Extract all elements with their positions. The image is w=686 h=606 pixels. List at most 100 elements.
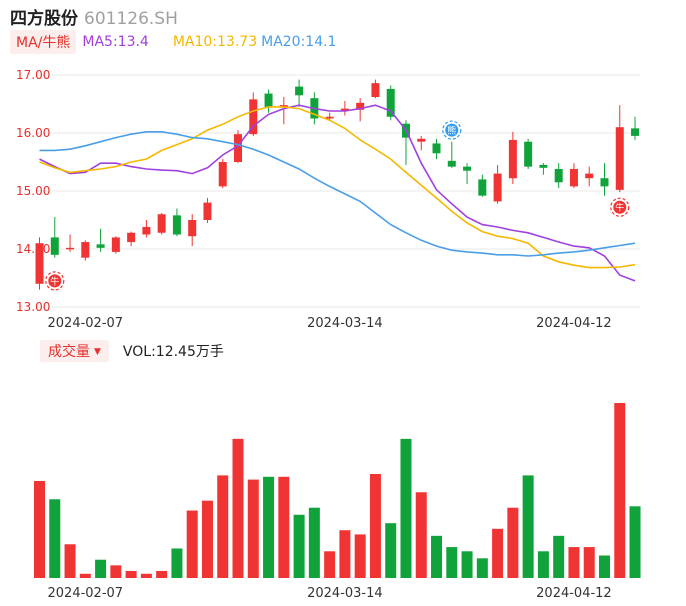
y-tick-label: 16.00	[16, 126, 50, 140]
x-tick-label: 2024-04-12	[536, 316, 612, 331]
candle-body	[340, 108, 349, 111]
ma20-line	[39, 131, 636, 257]
y-tick-label: 15.00	[16, 184, 50, 198]
volume-bar	[324, 551, 336, 578]
volume-bar	[339, 530, 351, 578]
volume-bar	[247, 479, 259, 578]
candle-body	[478, 179, 487, 196]
volume-bar	[110, 565, 122, 578]
candle-body	[569, 168, 578, 187]
candle-body	[142, 226, 151, 235]
volume-bar	[446, 547, 458, 578]
bear-marker-ring	[442, 120, 462, 140]
bull-marker-dot	[48, 274, 62, 288]
y-tick-label: 14.00	[16, 242, 50, 256]
stock-title: 四方股份 601126.SH	[10, 4, 178, 29]
volume-bar	[385, 523, 397, 578]
volume-bar	[125, 570, 137, 578]
volume-bar	[308, 507, 320, 578]
volume-bar	[263, 476, 275, 578]
candle-body	[463, 166, 472, 171]
volume-bar	[186, 510, 198, 578]
candle-body	[264, 93, 273, 107]
ma5-line	[39, 104, 636, 282]
bull-marker-glyph: 牛	[615, 202, 624, 214]
x-tick-label: 2024-02-07	[48, 316, 124, 331]
candle-body	[631, 128, 640, 136]
volume-bar	[293, 514, 305, 578]
candle-body	[386, 88, 395, 117]
volume-bar	[461, 551, 473, 578]
y-tick-label: 17.00	[16, 68, 50, 82]
candle-body	[203, 202, 212, 220]
candlesticks	[35, 79, 640, 290]
candle-body	[356, 102, 365, 110]
candle-body	[524, 141, 533, 167]
bull-marker-dot	[613, 200, 627, 214]
ma10-legend: MA10:13.73	[172, 34, 258, 50]
volume-bar	[415, 492, 427, 578]
candle-body	[279, 105, 288, 107]
volume-bar	[400, 438, 412, 578]
bear-marker-glyph: 熊	[447, 125, 456, 137]
volume-bar	[217, 475, 229, 578]
bull-marker-ring	[610, 197, 630, 217]
candle-body	[50, 237, 59, 255]
bear-marker-dot	[445, 123, 459, 137]
volume-bar	[232, 438, 244, 578]
volume-bar	[568, 547, 580, 578]
candle-body	[295, 86, 304, 96]
volume-bar	[49, 499, 61, 578]
volume-bar	[507, 507, 519, 578]
price-axis-labels: 17.00 16.00 15.00 14.00 13.00	[16, 68, 50, 314]
candle-body	[111, 237, 120, 252]
candle-body	[218, 162, 227, 187]
candle-body	[371, 83, 380, 98]
bull-bear-markers: 牛 熊牛	[45, 120, 630, 291]
volume-bar	[476, 558, 488, 578]
volume-tab-label: 成交量	[48, 344, 90, 360]
volume-bar	[140, 573, 152, 578]
volume-bar	[354, 534, 366, 578]
volume-bar	[431, 535, 443, 578]
bull-marker-glyph: 牛	[50, 275, 59, 287]
bull-marker-ring	[45, 271, 65, 291]
candle-body	[96, 244, 105, 248]
candle-body	[417, 138, 426, 142]
candle-body	[432, 143, 441, 154]
volume-bar	[629, 506, 641, 578]
candle-body	[493, 173, 502, 202]
stock-name: 四方股份	[10, 9, 78, 29]
x-tick-label: 2024-02-07	[48, 586, 124, 601]
volume-bar	[201, 500, 213, 578]
candle-body	[81, 242, 90, 258]
volume-bar	[278, 476, 290, 578]
candle-body	[554, 168, 563, 183]
volume-bar	[583, 547, 595, 578]
volume-legend: 成交量 ▼ VOL:12.45万手	[40, 340, 224, 362]
volume-bar	[614, 403, 626, 578]
bear-marker: 熊	[442, 120, 462, 140]
x-tick-label: 2024-03-14	[307, 316, 383, 331]
volume-bar	[553, 535, 565, 578]
candle-body	[249, 99, 258, 135]
volume-bar	[156, 570, 168, 578]
volume-value: VOL:12.45万手	[122, 344, 224, 360]
candle-body	[234, 134, 243, 162]
volume-bars	[34, 403, 641, 578]
bull-marker: 牛	[45, 271, 65, 291]
x-tick-label: 2024-03-14	[307, 586, 383, 601]
ma-indicator-tab[interactable]: MA/牛熊	[10, 30, 77, 54]
x-tick-label: 2024-04-12	[536, 586, 612, 601]
ma20-legend: MA20:14.1	[261, 34, 337, 50]
volume-bar	[598, 555, 610, 578]
volume-bar	[537, 551, 549, 578]
volume-date-axis: 2024-02-07 2024-03-14 2024-04-12	[48, 586, 612, 601]
volume-bar	[171, 548, 183, 578]
candle-body	[127, 232, 136, 243]
candle-body	[157, 214, 166, 233]
volume-indicator-tab[interactable]: 成交量 ▼	[40, 340, 109, 362]
y-tick-label: 13.00	[16, 300, 50, 314]
candle-body	[615, 127, 624, 190]
